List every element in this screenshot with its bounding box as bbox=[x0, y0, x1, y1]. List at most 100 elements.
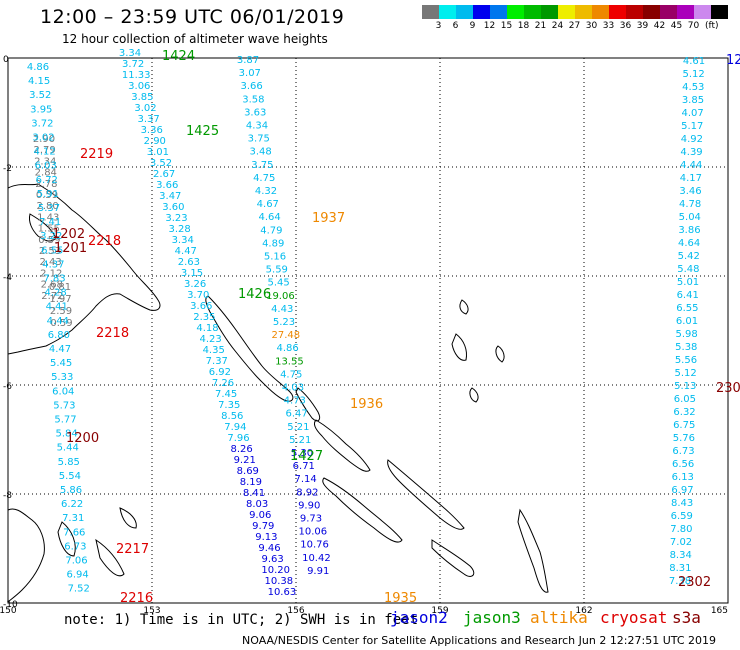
wave-height-label: 4.86 bbox=[27, 62, 49, 73]
southwest-island-3 bbox=[119, 507, 137, 529]
satellite-name-jason3: jason3 bbox=[463, 608, 521, 627]
wave-height-label: 13.55 bbox=[275, 356, 304, 367]
wave-height-label: 1.43 bbox=[37, 212, 59, 223]
wave-height-label: 3.66 bbox=[240, 81, 262, 92]
x-axis-tick-label: 156 bbox=[287, 606, 304, 616]
wave-height-label: 9.21 bbox=[234, 455, 256, 466]
wave-height-label: 3.02 bbox=[32, 133, 54, 144]
wave-height-label: 3.22 bbox=[40, 231, 62, 242]
wave-height-label: 4.44 bbox=[47, 316, 69, 327]
x-axis-tick-label: 150 bbox=[0, 606, 17, 616]
pass-time-label: 1936 bbox=[350, 397, 383, 412]
pass-time-label: 1200 bbox=[66, 431, 99, 446]
solomon-islands-coast-4 bbox=[431, 539, 475, 577]
legend-swatch bbox=[694, 5, 711, 19]
wave-height-label: 4.35 bbox=[203, 345, 225, 356]
legend-swatch bbox=[541, 5, 558, 19]
wave-height-label: 2.35 bbox=[193, 312, 215, 323]
wave-height-label: 3.15 bbox=[181, 268, 203, 279]
wave-height-label: 19.06 bbox=[266, 291, 295, 302]
wave-height-label: 5.48 bbox=[677, 264, 699, 275]
wave-height-label: 2.53 bbox=[39, 246, 61, 257]
wave-height-label: 7.66 bbox=[63, 527, 85, 538]
wave-height-label: 9.46 bbox=[258, 543, 280, 554]
pass-time-label: 1426 bbox=[238, 287, 271, 302]
legend-tick-label: 27 bbox=[568, 21, 581, 31]
pass-time-label: 1424 bbox=[162, 49, 195, 64]
wave-height-label: 3.86 bbox=[678, 225, 700, 236]
wave-height-label: 6.55 bbox=[41, 245, 63, 256]
wave-height-label: 5.04 bbox=[679, 212, 701, 223]
wave-height-label: 3.02 bbox=[134, 103, 156, 114]
wave-height-label: 10.42 bbox=[302, 553, 331, 564]
wave-height-label: 7.37 bbox=[206, 356, 228, 367]
wave-height-label: 5.23 bbox=[273, 317, 295, 328]
wave-height-label: 3.34 bbox=[119, 48, 141, 59]
pass-time-label: 2302 bbox=[678, 575, 711, 590]
wave-height-label: 3.23 bbox=[165, 213, 187, 224]
wave-height-label: 4.12 bbox=[33, 147, 55, 158]
wave-height-label: 10.76 bbox=[300, 540, 329, 551]
wave-height-label: 10.38 bbox=[264, 576, 293, 587]
wave-height-label: 8.26 bbox=[230, 444, 252, 455]
wave-height-label: 10.63 bbox=[268, 587, 297, 598]
wave-height-label: 4.17 bbox=[680, 173, 702, 184]
wave-height-label: 4.47 bbox=[175, 246, 197, 257]
wave-height-label: 2.78 bbox=[35, 179, 57, 190]
wave-height-label: 8.19 bbox=[240, 477, 262, 488]
legend-tick-label: 36 bbox=[619, 21, 632, 31]
wave-height-label: 0.59 bbox=[36, 190, 58, 201]
wave-height-label: 7.96 bbox=[227, 433, 249, 444]
wave-height-label: 0.59 bbox=[38, 235, 60, 246]
wave-height-label: 5.59 bbox=[266, 265, 288, 276]
wave-height-label: 11.33 bbox=[122, 70, 151, 81]
wave-height-label: 7.31 bbox=[62, 513, 84, 524]
legend-swatch bbox=[439, 5, 456, 19]
wave-height-label: 9.13 bbox=[255, 532, 277, 543]
wave-height-label: 3.63 bbox=[244, 107, 266, 118]
wave-height-label: 10.20 bbox=[261, 565, 290, 576]
x-axis-tick-label: 162 bbox=[575, 606, 592, 616]
wave-height-label: 9.63 bbox=[261, 554, 283, 565]
legend-swatch bbox=[524, 5, 541, 19]
legend-tick-label: 24 bbox=[551, 21, 564, 31]
map-subtitle: 12 hour collection of altimeter wave hei… bbox=[62, 32, 328, 46]
legend-swatch bbox=[660, 5, 677, 19]
wave-height-label: 3.48 bbox=[249, 147, 271, 158]
wave-height-label: 6.47 bbox=[285, 409, 307, 420]
wave-height-label: 8.69 bbox=[237, 466, 259, 477]
wave-height-label: 3.58 bbox=[242, 94, 264, 105]
wave-height-label: 4.75 bbox=[280, 369, 302, 380]
wave-height-label: 5.76 bbox=[673, 433, 695, 444]
wave-height-label: 5.54 bbox=[59, 471, 81, 482]
legend-tick-label: 21 bbox=[534, 21, 547, 31]
wave-height-label: 2.67 bbox=[153, 169, 175, 180]
footer-credit: NOAA/NESDIS Center for Satellite Applica… bbox=[242, 634, 717, 647]
wave-height-label: 3.07 bbox=[239, 68, 261, 79]
wave-height-label: 3.72 bbox=[122, 59, 144, 70]
wave-height-label: 5.13 bbox=[674, 381, 696, 392]
satellite-name-cryosat: cryosat bbox=[600, 608, 668, 627]
wave-height-label: 5.98 bbox=[676, 329, 698, 340]
wave-height-label: 4.43 bbox=[271, 304, 293, 315]
legend-swatch bbox=[490, 5, 507, 19]
wave-height-label: 3.66 bbox=[156, 180, 178, 191]
wave-height-label: 8.31 bbox=[669, 563, 691, 574]
wave-height-label: 4.75 bbox=[253, 173, 275, 184]
legend-swatch bbox=[422, 5, 439, 19]
solomon-islands-coast-3 bbox=[387, 459, 465, 530]
wave-height-label: 9.79 bbox=[252, 521, 274, 532]
island-coast-east-5 bbox=[469, 387, 479, 403]
pass-time-label: 1201 bbox=[54, 241, 87, 256]
x-axis-tick-label: 165 bbox=[711, 606, 728, 616]
wave-height-label: 6.75 bbox=[673, 420, 695, 431]
wave-height-label: 3.85 bbox=[131, 92, 153, 103]
island-coast-east-4 bbox=[495, 345, 505, 363]
legend-tick-label: 15 bbox=[500, 21, 513, 31]
legend-tick-label: 9 bbox=[469, 21, 476, 31]
satellite-name-altika: altika bbox=[530, 608, 588, 627]
legend-tick-label: 3 bbox=[435, 21, 442, 31]
wave-height-label: 1.55 bbox=[38, 224, 60, 235]
wave-height-label: 5.01 bbox=[677, 277, 699, 288]
wave-height-label: 6.04 bbox=[52, 386, 74, 397]
